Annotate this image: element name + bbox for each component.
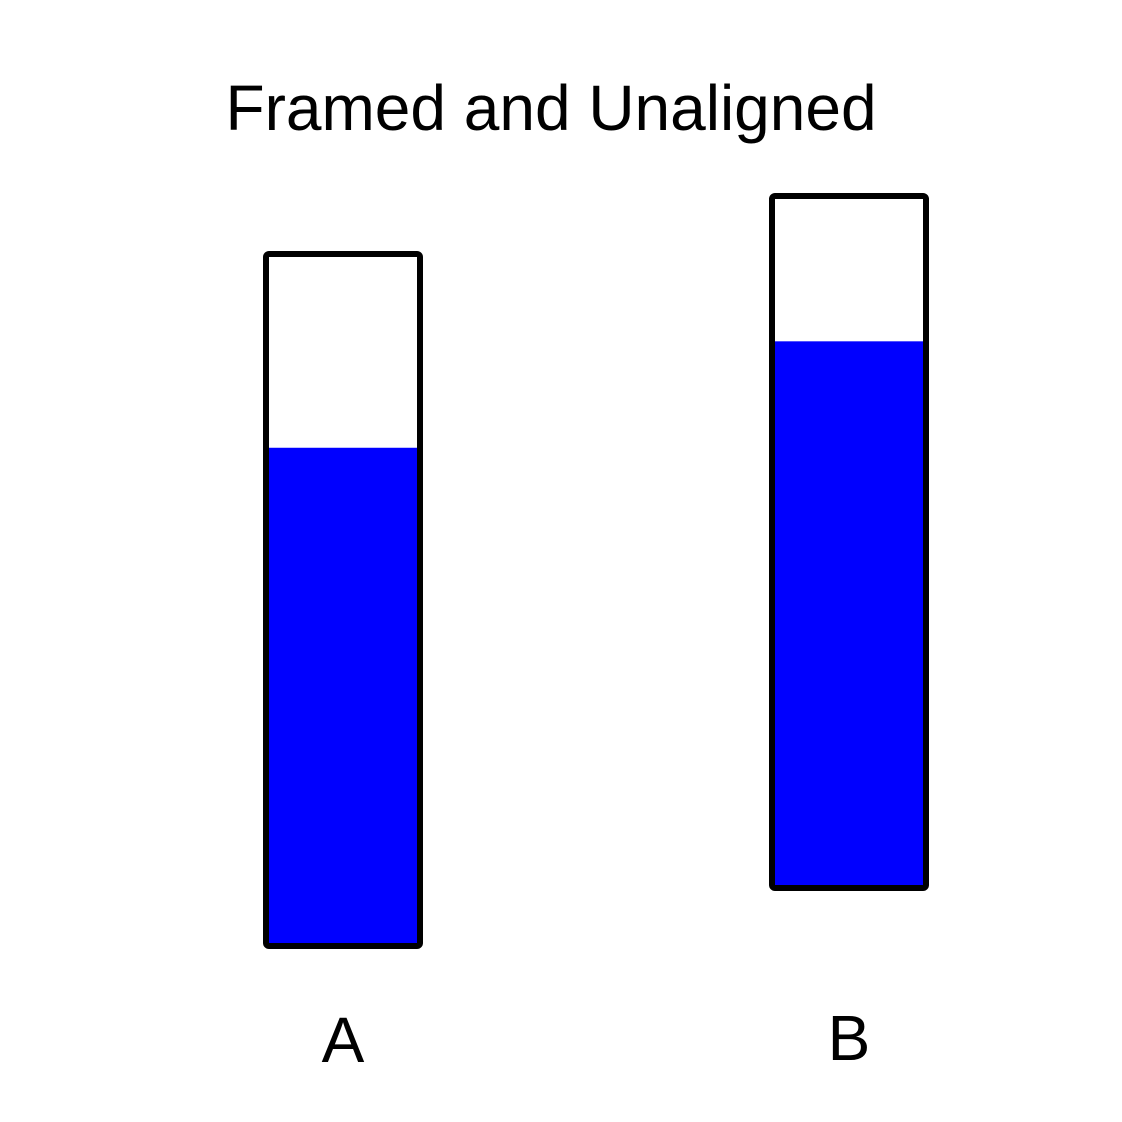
category-label-b: B: [828, 1002, 871, 1074]
bar-fill-b: [772, 341, 926, 888]
chart-title: Framed and Unaligned: [225, 72, 876, 144]
bar-fill-a: [266, 447, 420, 946]
bar-frame-a: [263, 251, 423, 949]
category-label-a: A: [322, 1004, 365, 1076]
bar-frame-b: [769, 193, 929, 891]
